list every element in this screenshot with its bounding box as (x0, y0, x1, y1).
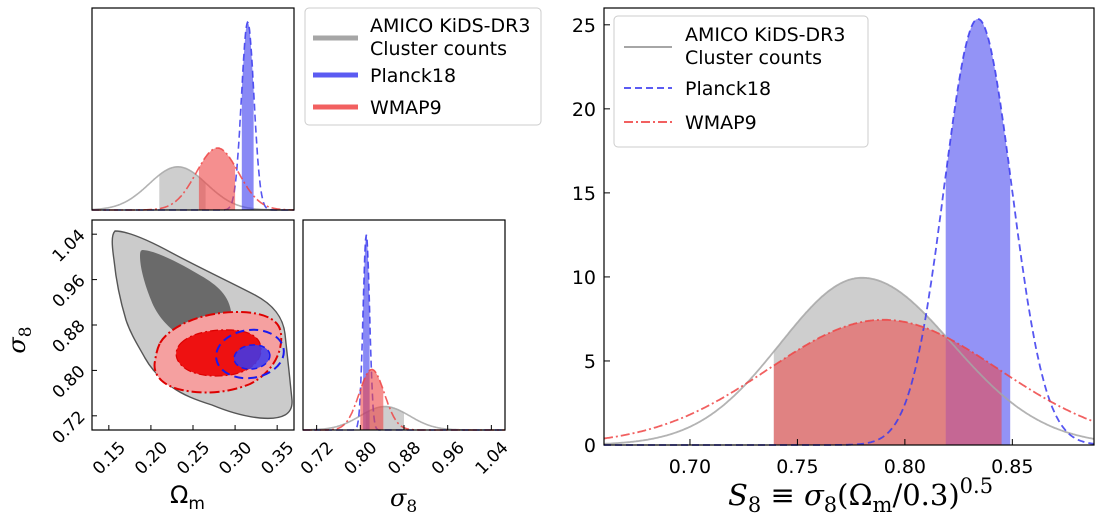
s8-ytick-label: 20 (572, 99, 596, 121)
corner-1d-sigma8-planck18-curve (303, 234, 505, 431)
corner-1d-omega-m-amico-shaded (159, 166, 206, 210)
legend-s8-amico-line1: AMICO KiDS-DR3 (685, 24, 845, 46)
corner-axis-labels: Ωm σ8 σ8 (3, 326, 417, 517)
legend-s8: AMICO KiDS-DR3 Cluster counts Planck18 W… (613, 15, 869, 148)
corner-1d-sigma8-wmap9-shaded (360, 369, 384, 430)
s8-xtick-label: 0.75 (776, 456, 818, 478)
legend-s8-planck-label: Planck18 (685, 78, 771, 100)
s8-ytick-label: 15 (572, 183, 596, 205)
legend-corner-amico-line2: Cluster counts (370, 38, 507, 60)
legend-corner-planck-label: Planck18 (370, 65, 456, 87)
legend-s8-frame (613, 15, 869, 148)
s8-ytick-label: 5 (584, 351, 596, 373)
sigma8-axis-label-left: σ8 (3, 326, 36, 353)
s8-ytick-label: 0 (584, 435, 596, 457)
s8-planck18-shaded (945, 18, 1011, 446)
legend-corner-wmap-label: WMAP9 (370, 97, 442, 119)
s8-xtick-label: 0.85 (991, 456, 1033, 478)
panel-omega-m-1d (91, 7, 295, 211)
panel-sigma8-xtick-label: 0.80 (341, 438, 382, 479)
corner-1d-omega-m-wmap9-curve (92, 147, 294, 211)
sigma8-axis-label-bottom: σ8 (390, 484, 417, 517)
panel-omega-m-sigma8-2d: 0.15 0.20 0.25 0.30 0.35 0.720.80 0.880.961.04 (49, 219, 298, 479)
planck-contour-95 (215, 328, 285, 380)
panel-2d-ytick-label: 1.04 (49, 226, 90, 267)
panel-sigma8-xtick-label: 0.96 (428, 438, 469, 479)
panel-2d-ytick-label: 0.96 (49, 271, 90, 312)
s8-ytick-label: 25 (572, 15, 596, 37)
omega-m-axis-label: Ωm (170, 481, 205, 514)
panel-sigma8-xtick-label: 0.88 (384, 438, 425, 479)
panel-2d-ytick-label: 0.80 (49, 362, 90, 403)
legend-s8-amico-line2: Cluster counts (685, 47, 822, 69)
s8-amico-curve (603, 276, 1095, 445)
panel-sigma8-1d-frame (302, 219, 506, 431)
panel-2d-xtick-label: 0.25 (173, 438, 214, 479)
panel-2d-xtick-label: 0.30 (215, 438, 256, 479)
corner-1d-omega-m-amico-curve (92, 166, 294, 211)
legend-s8-wmap-label: WMAP9 (685, 112, 757, 134)
corner-1d-omega-m-wmap9-shaded (198, 148, 236, 210)
corner-1d-omega-m-planck18-shaded (241, 22, 254, 210)
panel-2d-ytick-label: 0.88 (49, 316, 90, 357)
panel-2d-xtick-label: 0.20 (131, 438, 172, 479)
panel-2d-xtick-label: 0.35 (257, 438, 298, 479)
s8-axis-label: S8 ≡ σ8(Ωm/0.3)0.5 (728, 474, 993, 517)
panel-omega-m-1d-frame (91, 7, 295, 211)
s8-xtick-label: 0.80 (884, 456, 926, 478)
s8-ytick-label: 10 (572, 267, 596, 289)
legend-corner: AMICO KiDS-DR3 Cluster counts Planck18 W… (304, 7, 542, 126)
s8-xtick-label: 0.70 (669, 456, 711, 478)
panel-2d-xtick-label: 0.15 (89, 438, 130, 479)
planck-contours (215, 328, 285, 380)
panel-sigma8-xtick-label: 0.72 (297, 438, 338, 479)
panel-s8-frame (603, 7, 1095, 446)
legend-corner-frame (304, 7, 542, 126)
planck-contour-68 (233, 344, 271, 370)
panel-sigma8-1d: 0.72 0.80 0.88 0.96 1.04 (297, 219, 513, 479)
s8-wmap9-curve (603, 318, 1095, 440)
panel-s8: 0.70 0.75 0.80 0.85 0 5 10 15 20 25 S8 ≡ σ8(Ωm/0.… (572, 7, 1095, 517)
s8-wmap9-shaded (773, 319, 1002, 445)
panel-sigma8-xtick-label: 1.04 (472, 438, 513, 479)
panel-2d-ytick-label: 0.72 (49, 407, 90, 448)
legend-corner-amico-line1: AMICO KiDS-DR3 (370, 15, 530, 37)
